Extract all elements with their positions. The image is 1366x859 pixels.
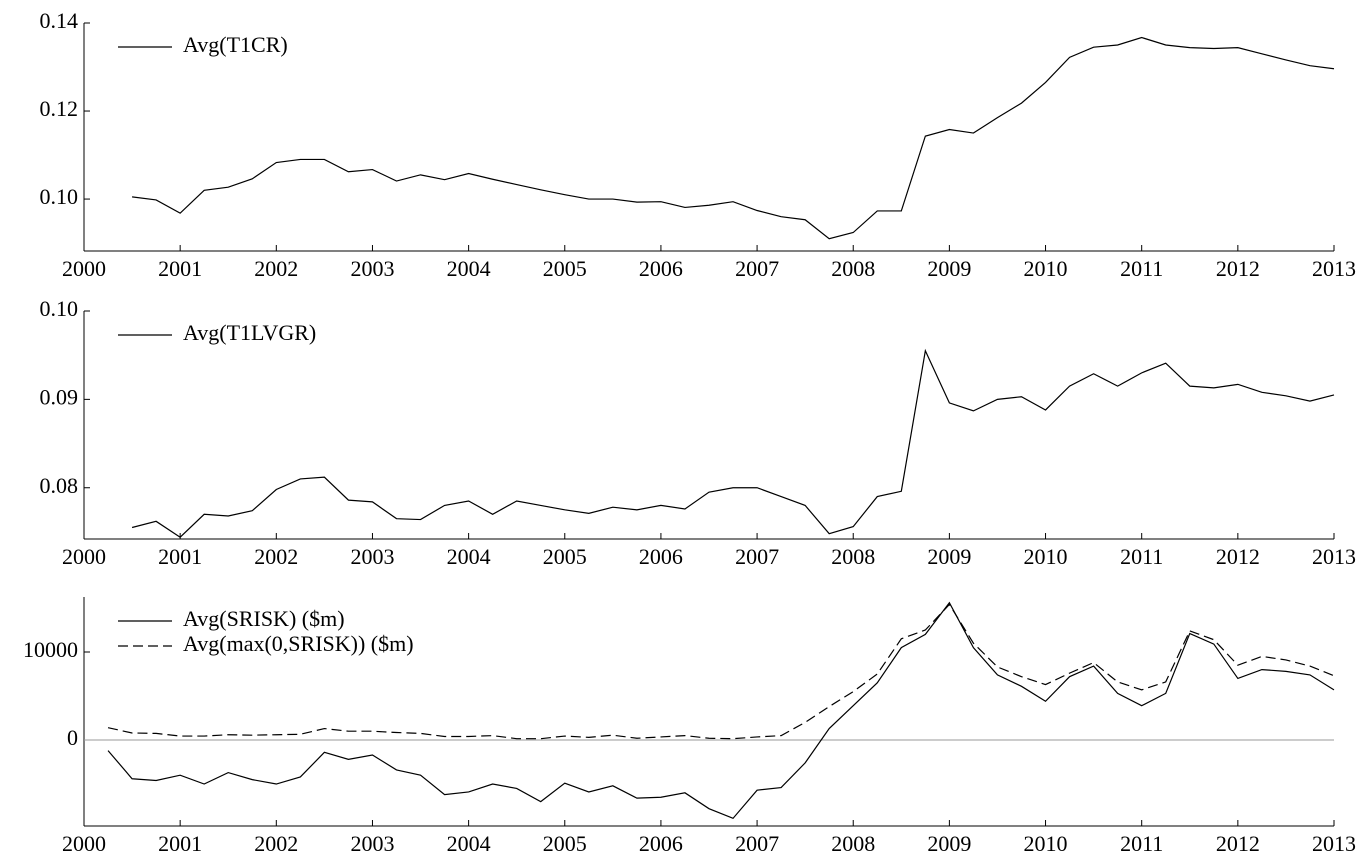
- series-line: [107, 603, 1335, 740]
- x-tick-label: 2013: [1312, 256, 1356, 281]
- x-tick-label: 2006: [639, 544, 683, 569]
- x-tick-label: 2008: [831, 256, 875, 281]
- y-tick-label: 0: [67, 725, 78, 750]
- x-tick-label: 2009: [927, 544, 971, 569]
- x-tick-label: 2005: [543, 256, 587, 281]
- x-tick-label: 2011: [1120, 256, 1163, 281]
- x-tick-label: 2013: [1312, 831, 1356, 856]
- x-tick-label: 2010: [1024, 544, 1068, 569]
- legend-label: Avg(max(0,SRISK)) ($m): [183, 631, 414, 656]
- x-tick-label: 2004: [447, 831, 491, 856]
- x-tick-label: 2009: [927, 831, 971, 856]
- x-tick-label: 2003: [350, 544, 394, 569]
- x-tick-label: 2000: [62, 256, 106, 281]
- x-tick-label: 2010: [1024, 256, 1068, 281]
- legend-label: Avg(SRISK) ($m): [183, 606, 345, 631]
- x-tick-label: 2012: [1216, 544, 1260, 569]
- x-tick-label: 2002: [254, 256, 298, 281]
- x-tick-label: 2003: [350, 831, 394, 856]
- y-tick-label: 0.08: [40, 473, 79, 498]
- x-tick-label: 2002: [254, 831, 298, 856]
- x-tick-label: 2008: [831, 831, 875, 856]
- x-tick-label: 2001: [158, 831, 202, 856]
- y-tick-label: 0.14: [40, 8, 79, 33]
- y-tick-label: 0.09: [40, 384, 79, 409]
- series-line: [132, 36, 1335, 240]
- x-tick-label: 2007: [735, 831, 779, 856]
- x-tick-label: 2005: [543, 544, 587, 569]
- x-tick-label: 2012: [1216, 831, 1260, 856]
- x-tick-label: 2006: [639, 831, 683, 856]
- x-tick-label: 2008: [831, 544, 875, 569]
- x-tick-label: 2011: [1120, 544, 1163, 569]
- x-tick-label: 2004: [447, 544, 491, 569]
- x-tick-label: 2012: [1216, 256, 1260, 281]
- x-tick-label: 2007: [735, 256, 779, 281]
- x-tick-label: 2000: [62, 544, 106, 569]
- x-tick-label: 2001: [158, 256, 202, 281]
- x-tick-label: 2007: [735, 544, 779, 569]
- x-tick-label: 2009: [927, 256, 971, 281]
- y-tick-label: 0.10: [40, 184, 79, 209]
- y-tick-label: 10000: [23, 637, 78, 662]
- x-tick-label: 2013: [1312, 544, 1356, 569]
- series-line: [131, 348, 1335, 538]
- y-tick-label: 0.10: [40, 296, 79, 321]
- legend-label: Avg(T1CR): [183, 32, 288, 57]
- x-tick-label: 2001: [158, 544, 202, 569]
- x-tick-label: 2005: [543, 831, 587, 856]
- x-tick-label: 2000: [62, 831, 106, 856]
- series-line: [107, 601, 1335, 820]
- x-tick-label: 2011: [1120, 831, 1163, 856]
- x-tick-label: 2003: [350, 256, 394, 281]
- x-tick-label: 2004: [447, 256, 491, 281]
- x-tick-label: 2006: [639, 256, 683, 281]
- x-tick-label: 2002: [254, 544, 298, 569]
- x-tick-label: 2010: [1024, 831, 1068, 856]
- y-tick-label: 0.12: [40, 96, 79, 121]
- legend-label: Avg(T1LVGR): [183, 320, 316, 345]
